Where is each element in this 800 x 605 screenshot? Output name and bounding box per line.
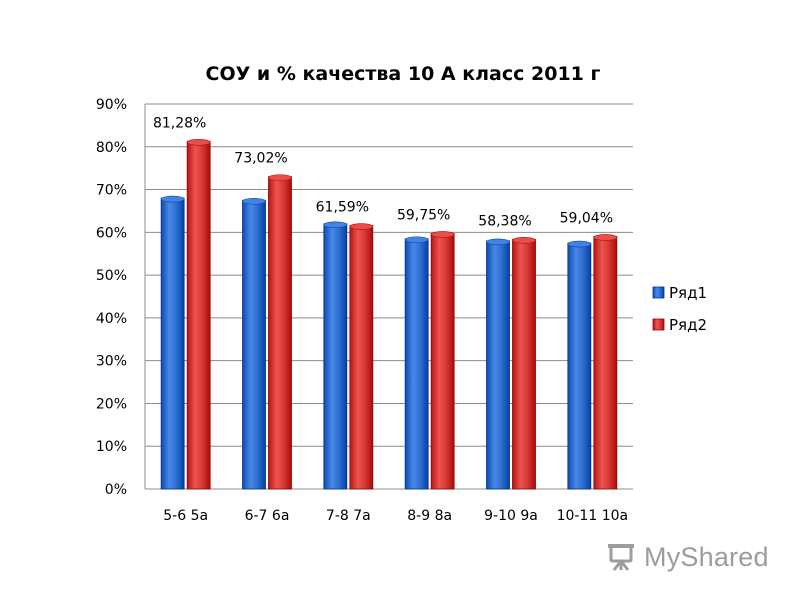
data-label: 58,38%: [478, 213, 531, 229]
chart-title: СОУ и % качества 10 А класс 2011 г: [206, 63, 601, 85]
bar-top-ряд2-6: [593, 234, 618, 241]
x-tick-label: 6-7 6а: [245, 508, 290, 524]
y-tick-label: 50%: [96, 268, 127, 284]
bar-ряд1-4: [404, 238, 429, 490]
bar-top-ряд1-1: [160, 195, 185, 203]
bar-top-ряд1-3: [323, 221, 348, 229]
bar-ряд2-4: [430, 233, 455, 490]
presentation-board-icon: [608, 544, 634, 571]
bar-top-ряд2-1: [186, 139, 211, 146]
legend-label-ряд2: Ряд2: [669, 316, 707, 334]
bar-ряд1-5: [486, 240, 510, 490]
y-tick-label: 70%: [96, 183, 127, 199]
y-tick-label: 40%: [96, 311, 127, 327]
bar-top-ряд2-2: [268, 174, 292, 181]
bar-ряд2-1: [186, 140, 211, 490]
bar-top-ряд2-4: [430, 231, 455, 238]
bar-ряд2-5: [512, 238, 536, 490]
y-tick-label: 20%: [96, 396, 127, 412]
bar-ряд2-2: [268, 176, 292, 490]
bar-ряд1-1: [160, 197, 185, 490]
data-label: 81,28%: [153, 115, 206, 131]
bar-top-ряд2-5: [512, 236, 536, 244]
data-label: 59,04%: [560, 210, 613, 226]
y-tick-label: 30%: [96, 354, 127, 370]
bar-ряд2-6: [593, 236, 618, 490]
legend-label-ряд1: Ряд1: [669, 284, 707, 302]
bar-ряд1-6: [567, 242, 592, 490]
x-tick-label: 9-10 9а: [484, 508, 538, 524]
bar-top-ряд1-6: [567, 240, 592, 248]
watermark-logo: MyShared: [606, 534, 776, 580]
bar-top-ряд2-3: [349, 223, 374, 230]
bar-top-ряд1-4: [404, 236, 429, 244]
bar-ряд1-2: [242, 199, 266, 490]
data-label: 73,02%: [234, 151, 287, 167]
y-tick-label: 0%: [105, 482, 127, 498]
x-tick-label: 10-11 10а: [557, 508, 629, 524]
data-label: 59,75%: [397, 207, 450, 223]
y-tick-label: 80%: [96, 140, 127, 156]
legend-swatch-ряд1: [652, 286, 665, 299]
bar-ряд2-3: [349, 225, 374, 490]
x-tick-label: 8-9 8а: [407, 508, 452, 524]
bar-top-ряд1-5: [486, 238, 510, 246]
bar-ряд1-3: [323, 223, 348, 490]
y-tick-label: 60%: [96, 225, 127, 241]
data-label: 61,59%: [316, 200, 369, 216]
bar-top-ряд1-2: [242, 197, 266, 205]
watermark-text: MyShared: [644, 541, 769, 572]
y-tick-label: 10%: [96, 439, 127, 455]
y-tick-label: 90%: [96, 97, 127, 113]
x-tick-label: 5-6 5а: [163, 508, 208, 524]
legend-swatch-ряд2: [652, 318, 665, 331]
x-tick-label: 7-8 7а: [326, 508, 371, 524]
